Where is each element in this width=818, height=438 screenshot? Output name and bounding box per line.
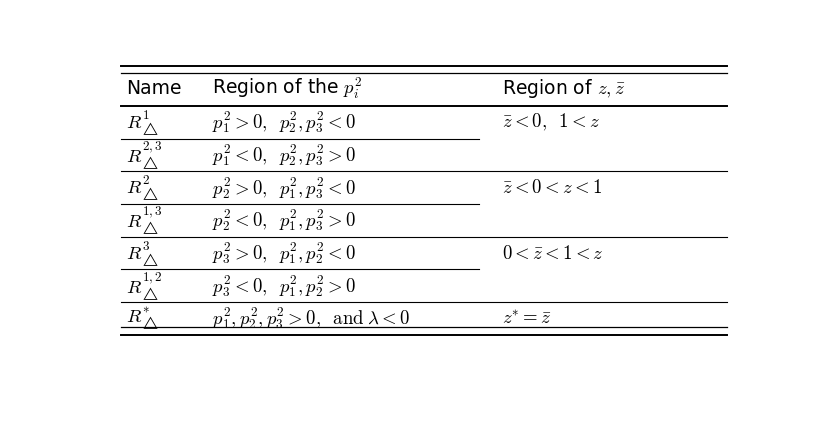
Text: $R^{2,3}_{\triangle}$: $R^{2,3}_{\triangle}$: [126, 139, 163, 171]
Text: $\bar{z} < 0 < z < 1$: $\bar{z} < 0 < z < 1$: [501, 178, 602, 197]
Text: Region of the $p_i^2$: Region of the $p_i^2$: [212, 75, 362, 101]
Text: $z^{*} = \bar{z}$: $z^{*} = \bar{z}$: [501, 309, 551, 328]
Text: $0 < \bar{z} < 1 < z$: $0 < \bar{z} < 1 < z$: [501, 244, 604, 263]
Text: $R^{1,3}_{\triangle}$: $R^{1,3}_{\triangle}$: [126, 205, 163, 237]
Text: $R^{3}_{\triangle}$: $R^{3}_{\triangle}$: [126, 239, 160, 268]
Text: $R^{*}_{\triangle}$: $R^{*}_{\triangle}$: [126, 305, 160, 332]
Text: $\bar{z} < 0, \;\; 1 < z$: $\bar{z} < 0, \;\; 1 < z$: [501, 112, 600, 133]
Text: $R^{2}_{\triangle}$: $R^{2}_{\triangle}$: [126, 173, 160, 202]
Text: Name: Name: [126, 79, 182, 98]
Text: Region of $z,\bar{z}$: Region of $z,\bar{z}$: [501, 77, 625, 100]
Text: $p_2^2 < 0, \;\; p_1^2, p_3^2 > 0$: $p_2^2 < 0, \;\; p_1^2, p_3^2 > 0$: [212, 208, 356, 233]
Text: $p_1^2 < 0, \;\; p_2^2, p_3^2 > 0$: $p_1^2 < 0, \;\; p_2^2, p_3^2 > 0$: [212, 142, 356, 168]
Text: $p_2^2 > 0, \;\; p_1^2, p_3^2 < 0$: $p_2^2 > 0, \;\; p_1^2, p_3^2 < 0$: [212, 175, 356, 201]
Text: $R^{1}_{\triangle}$: $R^{1}_{\triangle}$: [126, 108, 160, 137]
Text: $p_1^2, p_2^2, p_3^2 > 0, \;\; \mathrm{and}\; \lambda < 0$: $p_1^2, p_2^2, p_3^2 > 0, \;\; \mathrm{a…: [212, 305, 410, 332]
Text: $p_3^2 > 0, \;\; p_1^2, p_2^2 < 0$: $p_3^2 > 0, \;\; p_1^2, p_2^2 < 0$: [212, 240, 356, 266]
Text: $p_3^2 < 0, \;\; p_1^2, p_2^2 > 0$: $p_3^2 < 0, \;\; p_1^2, p_2^2 > 0$: [212, 273, 356, 299]
Text: $R^{1,2}_{\triangle}$: $R^{1,2}_{\triangle}$: [126, 270, 163, 302]
Text: $p_1^2 > 0, \;\; p_2^2, p_3^2 < 0$: $p_1^2 > 0, \;\; p_2^2, p_3^2 < 0$: [212, 110, 356, 135]
